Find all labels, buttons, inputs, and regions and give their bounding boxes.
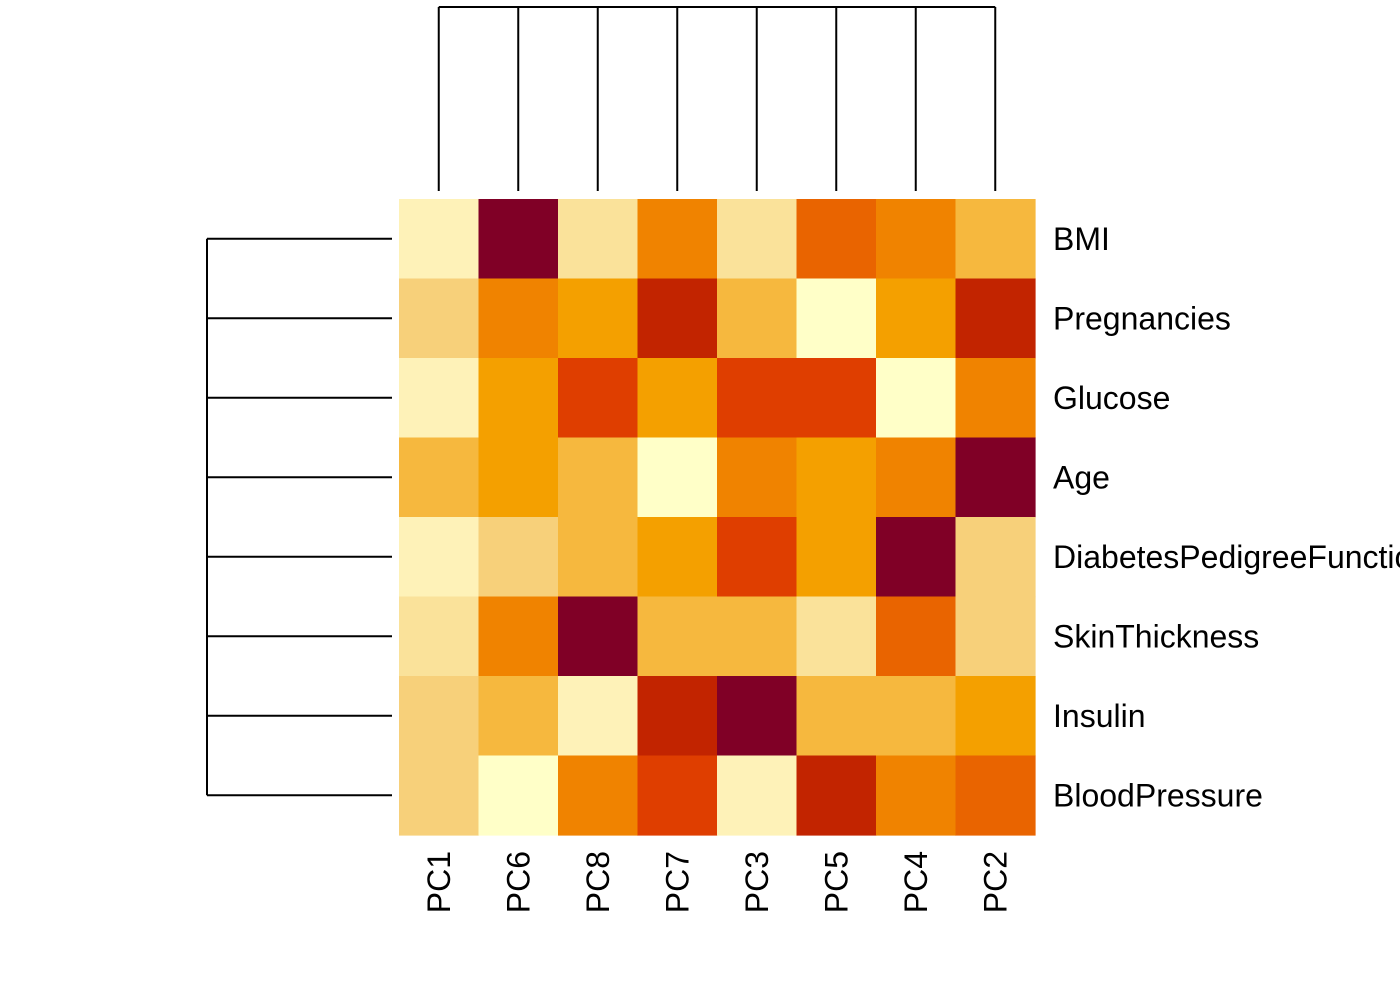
column-dendrogram <box>437 6 997 191</box>
column-label-pc8: PC8 <box>580 851 616 913</box>
heatmap-cell-glucose-pc3 <box>717 358 798 439</box>
column-label-pc3: PC3 <box>739 851 775 913</box>
column-labels: PC1 PC6 PC8 PC7 PC3 PC5 PC4 PC2 <box>421 851 1014 913</box>
heatmap-cell-age-pc8 <box>558 437 639 518</box>
heatmap-cell-glucose-pc7 <box>637 358 718 439</box>
heatmap-cell-skin-thickness-pc7 <box>637 596 718 677</box>
heatmap-cell-blood-pressure-pc3 <box>717 755 798 836</box>
heatmap-cell-diabetes-pedigree-function-pc5 <box>796 517 877 598</box>
column-label-pc1: PC1 <box>421 851 457 913</box>
heatmap-cell-insulin-pc1 <box>399 676 480 757</box>
heatmap-cell-insulin-pc5 <box>796 676 877 757</box>
heatmap-cell-insulin-pc3 <box>717 676 798 757</box>
heatmap-cell-blood-pressure-pc7 <box>637 755 718 836</box>
column-label-pc4: PC4 <box>898 851 934 913</box>
heatmap-cell-skin-thickness-pc1 <box>399 596 480 677</box>
heatmap-cell-bmi-pc5 <box>796 199 877 280</box>
heatmap-cell-age-pc6 <box>478 437 559 518</box>
heatmap-cell-pregnancies-pc7 <box>637 278 718 359</box>
heatmap-cell-blood-pressure-pc8 <box>558 755 639 836</box>
heatmap-cell-glucose-pc6 <box>478 358 559 439</box>
column-label-pc7: PC7 <box>659 851 695 913</box>
heatmap-cells <box>399 199 1036 836</box>
heatmap-cell-diabetes-pedigree-function-pc4 <box>876 517 957 598</box>
row-label-pregnancies: Pregnancies <box>1053 300 1231 336</box>
heatmap-cell-pregnancies-pc6 <box>478 278 559 359</box>
row-label-insulin: Insulin <box>1053 698 1146 734</box>
heatmap-cell-pregnancies-pc1 <box>399 278 480 359</box>
heatmap-cell-insulin-pc6 <box>478 676 559 757</box>
heatmap-cell-bmi-pc8 <box>558 199 639 280</box>
heatmap-cell-diabetes-pedigree-function-pc7 <box>637 517 718 598</box>
column-label-pc2: PC2 <box>977 851 1013 913</box>
row-labels: BMI Pregnancies Glucose Age DiabetesPedigree… <box>1053 221 1400 814</box>
heatmap-cell-insulin-pc8 <box>558 676 639 757</box>
row-label-skin-thickness: SkinThickness <box>1053 618 1259 654</box>
column-label-pc6: PC6 <box>500 851 536 913</box>
heatmap-cell-glucose-pc4 <box>876 358 957 439</box>
row-label-diabetes-pedigree-function: DiabetesPedigreeFunction <box>1053 539 1400 575</box>
heatmap-cell-age-pc5 <box>796 437 877 518</box>
heatmap-cell-bmi-pc7 <box>637 199 718 280</box>
row-label-bmi: BMI <box>1053 221 1110 257</box>
heatmap-cell-bmi-pc2 <box>955 199 1036 280</box>
heatmap-cell-diabetes-pedigree-function-pc6 <box>478 517 559 598</box>
heatmap-cell-pregnancies-pc2 <box>955 278 1036 359</box>
heatmap-cell-glucose-pc2 <box>955 358 1036 439</box>
heatmap-cell-skin-thickness-pc6 <box>478 596 559 677</box>
heatmap-cell-pregnancies-pc5 <box>796 278 877 359</box>
heatmap-cell-skin-thickness-pc4 <box>876 596 957 677</box>
heatmap-cell-blood-pressure-pc5 <box>796 755 877 836</box>
heatmap-cell-diabetes-pedigree-function-pc3 <box>717 517 798 598</box>
heatmap-cell-age-pc4 <box>876 437 957 518</box>
heatmap-cell-diabetes-pedigree-function-pc2 <box>955 517 1036 598</box>
heatmap-cell-bmi-pc6 <box>478 199 559 280</box>
heatmap-cell-glucose-pc1 <box>399 358 480 439</box>
heatmap-cell-pregnancies-pc3 <box>717 278 798 359</box>
heatmap-cell-skin-thickness-pc3 <box>717 596 798 677</box>
heatmap-cell-pregnancies-pc8 <box>558 278 639 359</box>
heatmap-cell-glucose-pc8 <box>558 358 639 439</box>
heatmap-cell-bmi-pc1 <box>399 199 480 280</box>
column-label-pc5: PC5 <box>818 851 854 913</box>
row-dendrogram <box>206 237 392 797</box>
heatmap-cell-age-pc7 <box>637 437 718 518</box>
heatmap-cell-skin-thickness-pc5 <box>796 596 877 677</box>
row-label-glucose: Glucose <box>1053 380 1170 416</box>
heatmap-cell-pregnancies-pc4 <box>876 278 957 359</box>
heatmap-cell-bmi-pc3 <box>717 199 798 280</box>
heatmap-cell-blood-pressure-pc2 <box>955 755 1036 836</box>
heatmap-cell-blood-pressure-pc6 <box>478 755 559 836</box>
heatmap-cell-insulin-pc4 <box>876 676 957 757</box>
heatmap-cell-skin-thickness-pc8 <box>558 596 639 677</box>
heatmap-cell-insulin-pc2 <box>955 676 1036 757</box>
heatmap-cell-age-pc2 <box>955 437 1036 518</box>
heatmap-cell-glucose-pc5 <box>796 358 877 439</box>
row-label-blood-pressure: BloodPressure <box>1053 777 1263 813</box>
heatmap-cell-age-pc1 <box>399 437 480 518</box>
heatmap-cell-diabetes-pedigree-function-pc8 <box>558 517 639 598</box>
heatmap-cell-blood-pressure-pc4 <box>876 755 957 836</box>
row-label-age: Age <box>1053 459 1110 495</box>
heatmap-cell-age-pc3 <box>717 437 798 518</box>
heatmap-cell-insulin-pc7 <box>637 676 718 757</box>
heatmap-cell-diabetes-pedigree-function-pc1 <box>399 517 480 598</box>
heatmap-cell-skin-thickness-pc2 <box>955 596 1036 677</box>
heatmap-cell-blood-pressure-pc1 <box>399 755 480 836</box>
heatmap-cell-bmi-pc4 <box>876 199 957 280</box>
